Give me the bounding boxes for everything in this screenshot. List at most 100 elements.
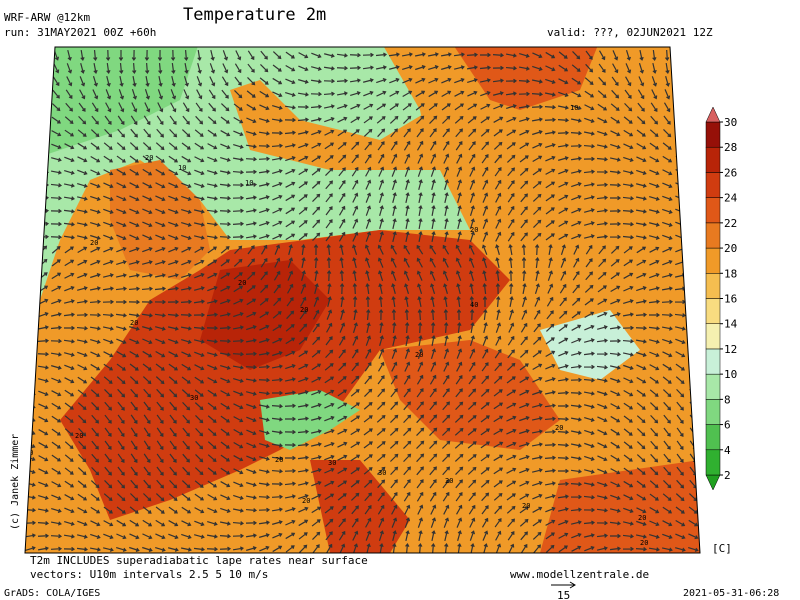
wind-vector [622, 546, 635, 552]
wind-vector [272, 233, 283, 240]
wind-vector [637, 89, 645, 100]
wind-vector [649, 259, 660, 266]
wind-vector [103, 547, 114, 552]
wind-vector [26, 245, 34, 255]
wind-vector [90, 376, 100, 384]
wind-vector [649, 222, 660, 227]
wind-vector [570, 131, 583, 136]
wind-vector [338, 505, 347, 514]
wind-vector [259, 77, 269, 85]
wind-vector [313, 296, 320, 307]
wind-vector [431, 218, 436, 230]
wind-vector [50, 533, 63, 539]
wind-vector [272, 220, 283, 227]
wind-vector [493, 141, 503, 150]
wind-vector [301, 243, 306, 256]
wind-vector [597, 130, 608, 136]
wind-vector [596, 520, 609, 526]
wind-vector [337, 389, 347, 397]
wind-vector [181, 195, 192, 201]
wind-vector [129, 350, 140, 358]
wind-vector [245, 144, 257, 149]
wind-vector [378, 192, 384, 203]
wind-vector [675, 533, 686, 540]
wind-vector [675, 351, 686, 358]
wind-vector [455, 257, 462, 268]
wind-vector [207, 285, 218, 292]
wind-vector [301, 270, 306, 281]
wind-vector [103, 338, 114, 345]
contour-label: 20 [275, 456, 283, 464]
colorbar-segment [705, 399, 721, 425]
wind-vector [168, 351, 179, 358]
wind-vector [232, 338, 245, 344]
wind-vector [441, 90, 452, 97]
wind-vector [311, 363, 322, 371]
wind-vector [156, 453, 164, 463]
wind-vector [207, 467, 217, 475]
wind-vector [598, 76, 607, 86]
colorbar-segment [705, 373, 721, 400]
wind-vector [168, 234, 179, 241]
wind-vector [37, 170, 50, 175]
wind-vector [508, 269, 514, 282]
wind-vector [636, 272, 647, 279]
wind-vector [403, 427, 412, 436]
wind-vector [430, 517, 437, 528]
wind-vector [104, 389, 113, 398]
wind-vector [636, 428, 646, 437]
wind-vector [636, 402, 646, 410]
wind-vector [324, 441, 335, 448]
wind-vector [596, 365, 609, 370]
wind-vector [521, 309, 528, 320]
wind-vector [365, 205, 372, 216]
wind-vector [144, 89, 150, 100]
wind-vector [468, 257, 475, 268]
wind-vector [480, 103, 491, 110]
wind-vector [37, 351, 50, 357]
wind-vector [495, 192, 502, 203]
wind-vector [155, 155, 165, 163]
wind-vector [195, 115, 204, 125]
wind-vector [506, 362, 516, 371]
wind-vector [545, 181, 556, 189]
wind-vector [376, 453, 386, 462]
wind-vector [363, 479, 373, 488]
wind-vector [493, 389, 503, 397]
wind-vector [246, 546, 257, 551]
wind-vector [559, 310, 568, 319]
colorbar-label: 8 [724, 393, 731, 406]
wind-vector [520, 543, 528, 553]
wind-vector [570, 156, 582, 161]
wind-vector [64, 480, 75, 488]
wind-vector [245, 520, 258, 526]
wind-vector [377, 361, 385, 372]
wind-vector [271, 494, 284, 500]
wind-vector [584, 90, 595, 98]
wind-vector [297, 442, 310, 447]
wind-vector [468, 128, 477, 138]
wind-vector [77, 246, 88, 254]
wind-vector [570, 430, 582, 435]
wind-vector [405, 192, 410, 204]
wind-vector [181, 246, 192, 253]
wind-vector [129, 338, 140, 345]
wind-vector [298, 52, 309, 59]
wind-vector [545, 51, 556, 59]
wind-vector [300, 283, 307, 294]
contour-label: 40 [470, 301, 478, 309]
wind-vector [233, 428, 244, 436]
wind-vector [245, 156, 258, 162]
wind-vector [689, 128, 697, 138]
wind-vector [38, 494, 49, 500]
wind-vector [650, 427, 659, 437]
wind-vector [417, 308, 422, 321]
wind-vector [365, 295, 371, 308]
wind-vector [662, 208, 673, 214]
wind-vector [232, 546, 244, 551]
wind-vector [649, 402, 659, 411]
wind-vector [298, 532, 308, 540]
wind-vector [403, 257, 410, 268]
wind-vector [246, 468, 257, 475]
wind-vector [168, 195, 179, 202]
